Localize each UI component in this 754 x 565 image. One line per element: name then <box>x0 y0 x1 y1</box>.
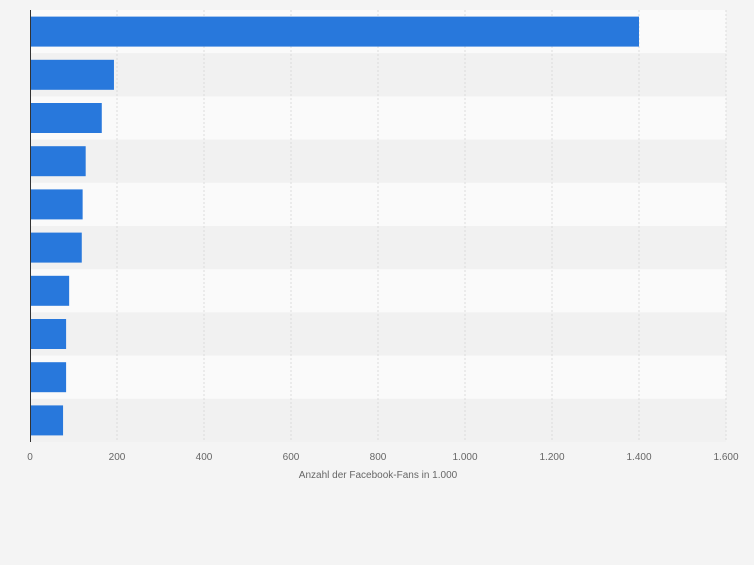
bar <box>30 405 64 436</box>
bar <box>30 362 67 393</box>
bar <box>30 319 67 349</box>
x-tick-label: 1.400 <box>626 452 651 463</box>
x-tick-label: 200 <box>109 452 126 463</box>
bar <box>30 103 102 133</box>
bar <box>30 16 639 47</box>
x-tick-label: 600 <box>283 452 300 463</box>
bar <box>30 189 83 220</box>
x-tick-label: 0 <box>27 452 33 463</box>
x-tick-label: 400 <box>196 452 213 463</box>
bar <box>30 232 82 263</box>
x-tick-label: 1.600 <box>713 452 738 463</box>
bars <box>30 16 639 436</box>
x-tick-label: 1.000 <box>452 452 477 463</box>
x-axis-ticks: 0 200 400 600 800 1.000 1.200 1.400 1.600 <box>27 452 739 463</box>
bar <box>30 146 86 177</box>
bar <box>30 59 114 90</box>
x-axis-label: Anzahl der Facebook-Fans in 1.000 <box>299 470 458 481</box>
x-tick-label: 800 <box>370 452 387 463</box>
gridlines <box>116 10 727 442</box>
bar <box>30 275 70 306</box>
x-tick-label: 1.200 <box>539 452 564 463</box>
